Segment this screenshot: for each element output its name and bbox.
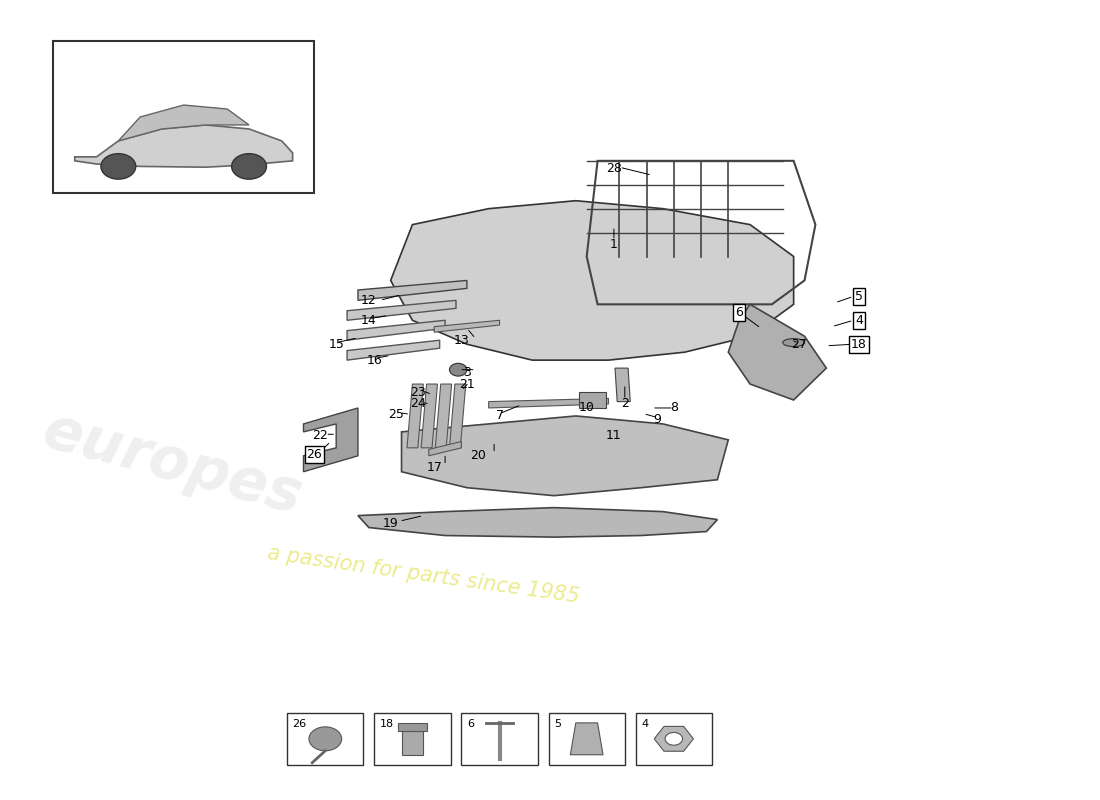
Text: 6: 6 <box>466 719 474 730</box>
Text: 21: 21 <box>459 378 475 390</box>
Text: 18: 18 <box>851 338 867 350</box>
Polygon shape <box>402 416 728 496</box>
Text: 9: 9 <box>653 414 661 426</box>
Polygon shape <box>615 368 630 402</box>
Polygon shape <box>304 408 358 472</box>
Text: 3: 3 <box>463 366 471 378</box>
Text: 24: 24 <box>410 398 426 410</box>
FancyBboxPatch shape <box>53 42 315 193</box>
Polygon shape <box>348 320 446 340</box>
Circle shape <box>232 154 266 179</box>
Polygon shape <box>429 442 461 456</box>
Text: 8: 8 <box>670 402 678 414</box>
Polygon shape <box>119 105 249 141</box>
Text: 7: 7 <box>496 410 504 422</box>
Text: 6: 6 <box>735 306 744 319</box>
Circle shape <box>666 733 682 745</box>
Text: 28: 28 <box>606 162 621 175</box>
Bar <box>579 392 606 408</box>
Text: 1: 1 <box>610 238 618 251</box>
Circle shape <box>101 154 135 179</box>
Polygon shape <box>654 726 693 751</box>
Polygon shape <box>434 320 499 332</box>
Text: 13: 13 <box>453 334 470 346</box>
Ellipse shape <box>783 338 804 346</box>
Polygon shape <box>436 384 452 448</box>
Text: 20: 20 <box>470 450 486 462</box>
Text: 17: 17 <box>427 462 442 474</box>
Polygon shape <box>407 384 424 448</box>
Polygon shape <box>358 281 466 300</box>
Polygon shape <box>450 384 465 448</box>
Polygon shape <box>358 508 717 537</box>
Text: 26: 26 <box>307 448 322 461</box>
Polygon shape <box>571 723 603 754</box>
Text: a passion for parts since 1985: a passion for parts since 1985 <box>266 543 581 607</box>
Polygon shape <box>488 398 608 408</box>
Circle shape <box>450 363 466 376</box>
FancyBboxPatch shape <box>374 713 451 765</box>
Text: europes: europes <box>37 402 309 526</box>
Polygon shape <box>728 304 826 400</box>
Text: 27: 27 <box>791 338 807 350</box>
Text: 4: 4 <box>641 719 648 730</box>
Text: 2: 2 <box>620 398 629 410</box>
Polygon shape <box>421 384 438 448</box>
Text: 5: 5 <box>554 719 561 730</box>
Text: 5: 5 <box>855 290 864 303</box>
Text: 10: 10 <box>579 402 595 414</box>
Text: 12: 12 <box>361 294 376 307</box>
Bar <box>398 723 427 731</box>
Text: 14: 14 <box>361 314 376 326</box>
Text: 18: 18 <box>379 719 394 730</box>
Circle shape <box>309 727 342 750</box>
Text: 15: 15 <box>328 338 344 350</box>
Polygon shape <box>348 300 456 320</box>
Text: 19: 19 <box>383 517 398 530</box>
Text: 23: 23 <box>410 386 426 398</box>
Polygon shape <box>348 340 440 360</box>
Text: 16: 16 <box>366 354 382 366</box>
FancyBboxPatch shape <box>549 713 625 765</box>
Text: 25: 25 <box>388 408 404 421</box>
Text: 11: 11 <box>606 430 621 442</box>
Text: 4: 4 <box>855 314 862 326</box>
FancyBboxPatch shape <box>287 713 363 765</box>
Bar <box>402 731 424 754</box>
FancyBboxPatch shape <box>461 713 538 765</box>
Polygon shape <box>75 125 293 167</box>
FancyBboxPatch shape <box>636 713 712 765</box>
Text: 26: 26 <box>293 719 307 730</box>
Polygon shape <box>390 201 793 360</box>
Text: 22: 22 <box>312 430 328 442</box>
